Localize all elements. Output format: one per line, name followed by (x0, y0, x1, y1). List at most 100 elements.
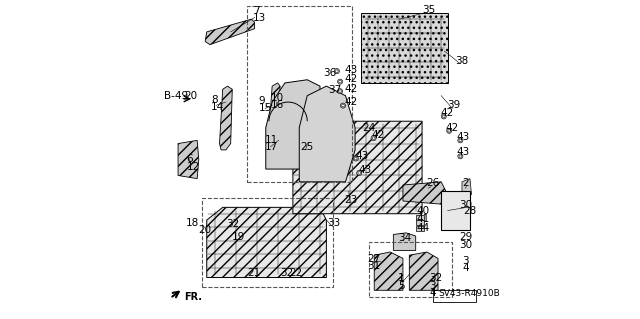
Text: 12: 12 (187, 161, 200, 172)
Text: 18: 18 (186, 218, 199, 228)
Text: 32: 32 (280, 268, 293, 278)
Text: 27: 27 (367, 254, 380, 264)
Text: 4: 4 (429, 287, 436, 298)
Text: 43: 43 (356, 151, 369, 161)
Circle shape (372, 137, 375, 139)
Text: 40: 40 (417, 206, 430, 216)
Text: 1: 1 (398, 273, 404, 283)
Text: 34: 34 (398, 233, 412, 243)
Text: B-49: B-49 (164, 91, 188, 101)
Text: 8: 8 (211, 94, 218, 105)
Text: 43: 43 (359, 165, 372, 175)
Circle shape (371, 136, 376, 141)
Text: 33: 33 (327, 218, 340, 228)
Text: 3: 3 (462, 256, 468, 266)
Text: 10: 10 (271, 93, 284, 103)
Text: 35: 35 (422, 5, 435, 15)
Text: 42: 42 (445, 122, 459, 133)
Text: 28: 28 (463, 206, 476, 216)
Circle shape (355, 157, 357, 160)
Bar (416, 220, 424, 225)
Text: 30: 30 (459, 200, 472, 210)
Bar (441, 191, 470, 230)
Text: 44: 44 (417, 223, 430, 233)
Text: 20: 20 (184, 91, 198, 101)
Polygon shape (266, 80, 320, 169)
Text: 26: 26 (426, 178, 439, 189)
Circle shape (337, 89, 342, 94)
Text: 36: 36 (323, 68, 337, 78)
Text: 30: 30 (459, 240, 472, 250)
Bar (416, 215, 424, 220)
Text: 32: 32 (226, 219, 239, 229)
Polygon shape (269, 83, 280, 131)
Text: 14: 14 (211, 101, 224, 112)
Text: 11: 11 (265, 135, 278, 145)
Polygon shape (362, 13, 447, 83)
Text: 25: 25 (300, 142, 314, 152)
Text: 42: 42 (440, 108, 454, 118)
Circle shape (442, 115, 445, 118)
Bar (433, 290, 476, 302)
Circle shape (335, 70, 338, 72)
Circle shape (441, 114, 446, 119)
Text: 37: 37 (328, 85, 342, 95)
Polygon shape (403, 182, 447, 204)
Text: 43: 43 (456, 131, 470, 142)
Text: 2: 2 (463, 178, 469, 189)
Polygon shape (205, 19, 255, 45)
Text: 24: 24 (362, 122, 376, 133)
Polygon shape (374, 252, 403, 290)
Circle shape (447, 128, 452, 133)
Circle shape (356, 170, 362, 175)
Text: 5: 5 (398, 280, 404, 291)
Text: 22: 22 (290, 268, 303, 278)
Circle shape (340, 103, 346, 108)
Circle shape (342, 104, 344, 107)
Text: 38: 38 (456, 56, 469, 66)
Circle shape (337, 79, 342, 84)
Polygon shape (220, 86, 232, 150)
Polygon shape (293, 121, 422, 214)
Circle shape (339, 80, 341, 83)
Polygon shape (410, 252, 438, 290)
Text: 9: 9 (259, 96, 266, 107)
Text: 4: 4 (462, 263, 468, 273)
Text: 39: 39 (447, 100, 461, 110)
Text: 32: 32 (429, 273, 443, 283)
Text: FR.: FR. (184, 292, 202, 302)
Bar (202, 198, 333, 287)
Text: 43: 43 (456, 147, 470, 158)
Circle shape (339, 90, 341, 93)
Circle shape (334, 69, 339, 74)
Polygon shape (462, 179, 472, 195)
Text: 19: 19 (232, 232, 246, 242)
Text: 41: 41 (417, 213, 430, 224)
Text: 7: 7 (253, 6, 260, 16)
Text: 20: 20 (198, 225, 211, 235)
Text: 42: 42 (344, 84, 358, 94)
Text: 29: 29 (459, 232, 472, 242)
Text: 21: 21 (247, 268, 260, 278)
Text: 6: 6 (187, 154, 193, 165)
Bar (369, 242, 452, 297)
Text: 42: 42 (344, 74, 358, 84)
Circle shape (458, 154, 463, 159)
Polygon shape (207, 207, 326, 278)
Polygon shape (300, 86, 355, 182)
Circle shape (448, 130, 451, 132)
Text: SV43-R4910B: SV43-R4910B (438, 289, 500, 298)
Text: 31: 31 (367, 261, 380, 271)
Circle shape (353, 156, 358, 161)
Text: 3: 3 (429, 280, 436, 291)
Circle shape (358, 172, 360, 174)
Polygon shape (178, 140, 199, 179)
Text: 43: 43 (344, 64, 358, 75)
Bar (246, 6, 352, 182)
Circle shape (458, 138, 463, 143)
Bar (416, 226, 424, 231)
Text: 15: 15 (259, 103, 272, 114)
Text: 16: 16 (271, 100, 284, 110)
Text: 13: 13 (253, 13, 266, 23)
Polygon shape (394, 233, 416, 250)
